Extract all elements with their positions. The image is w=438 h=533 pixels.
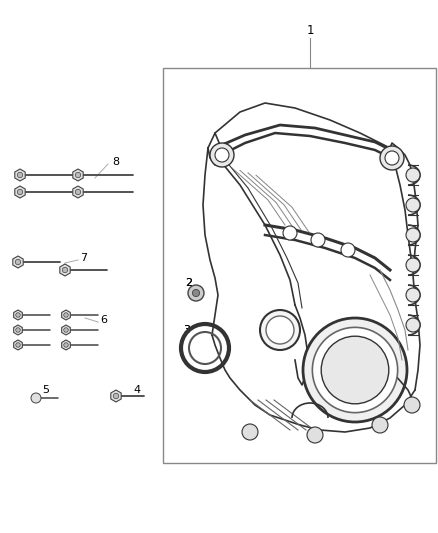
Bar <box>163 68 436 463</box>
Circle shape <box>406 228 420 242</box>
Circle shape <box>307 427 323 443</box>
Circle shape <box>406 198 420 212</box>
Circle shape <box>404 397 420 413</box>
Circle shape <box>406 168 420 182</box>
Circle shape <box>64 313 68 317</box>
Text: 2: 2 <box>185 278 192 288</box>
Circle shape <box>17 172 23 177</box>
Circle shape <box>64 343 68 348</box>
Circle shape <box>113 393 119 399</box>
Circle shape <box>16 313 20 317</box>
Text: 6: 6 <box>100 315 107 325</box>
Circle shape <box>385 151 399 165</box>
Circle shape <box>215 148 229 162</box>
Circle shape <box>406 258 420 272</box>
Circle shape <box>62 268 68 273</box>
Circle shape <box>192 289 200 296</box>
Circle shape <box>64 328 68 332</box>
Circle shape <box>75 172 81 177</box>
Circle shape <box>15 259 21 265</box>
Circle shape <box>210 143 234 167</box>
Text: 3: 3 <box>183 325 190 335</box>
Text: 3: 3 <box>183 325 190 335</box>
Circle shape <box>406 318 420 332</box>
Circle shape <box>260 310 300 350</box>
Text: 1: 1 <box>306 23 314 36</box>
Circle shape <box>75 189 81 195</box>
Circle shape <box>31 393 41 403</box>
Circle shape <box>406 288 420 302</box>
Circle shape <box>188 285 204 301</box>
Text: 8: 8 <box>112 157 119 167</box>
Text: 2: 2 <box>185 278 192 288</box>
Circle shape <box>321 336 389 404</box>
Text: 7: 7 <box>80 253 87 263</box>
Circle shape <box>303 318 407 422</box>
Text: 5: 5 <box>42 385 49 395</box>
Circle shape <box>311 233 325 247</box>
Circle shape <box>283 226 297 240</box>
Circle shape <box>312 327 398 413</box>
Circle shape <box>372 417 388 433</box>
Circle shape <box>16 343 20 348</box>
Circle shape <box>17 189 23 195</box>
Circle shape <box>380 146 404 170</box>
Circle shape <box>341 243 355 257</box>
Circle shape <box>16 328 20 332</box>
Text: 4: 4 <box>133 385 140 395</box>
Circle shape <box>266 316 294 344</box>
Circle shape <box>242 424 258 440</box>
